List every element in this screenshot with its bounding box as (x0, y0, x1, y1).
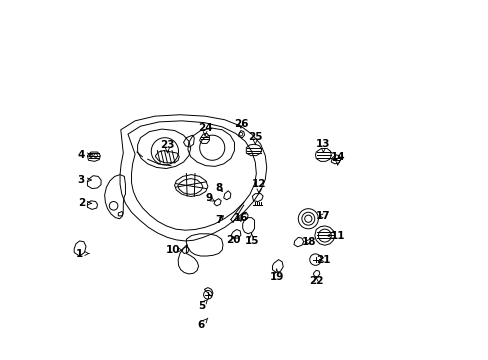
Text: 5: 5 (198, 299, 207, 311)
Text: 13: 13 (316, 139, 330, 152)
Text: 24: 24 (197, 123, 212, 136)
Text: 20: 20 (225, 235, 240, 245)
Text: 25: 25 (247, 132, 262, 145)
Text: 7: 7 (215, 215, 223, 225)
Text: 4: 4 (78, 150, 91, 160)
Text: 12: 12 (251, 179, 265, 193)
Text: 1: 1 (76, 248, 89, 258)
Text: 9: 9 (204, 193, 215, 203)
Text: 26: 26 (233, 120, 247, 129)
Text: 14: 14 (330, 152, 345, 165)
Text: 11: 11 (326, 231, 344, 240)
Text: 8: 8 (215, 183, 223, 193)
Text: 3: 3 (78, 175, 91, 185)
Text: 15: 15 (244, 233, 258, 246)
Text: 10: 10 (165, 245, 183, 255)
Text: 18: 18 (301, 237, 316, 247)
Text: 19: 19 (269, 269, 284, 282)
Text: 21: 21 (316, 255, 330, 265)
Text: 23: 23 (160, 140, 174, 153)
Text: 22: 22 (308, 276, 323, 286)
Text: 17: 17 (315, 211, 330, 221)
Text: 6: 6 (198, 318, 207, 330)
Text: 16: 16 (233, 213, 247, 222)
Text: 2: 2 (78, 198, 91, 208)
